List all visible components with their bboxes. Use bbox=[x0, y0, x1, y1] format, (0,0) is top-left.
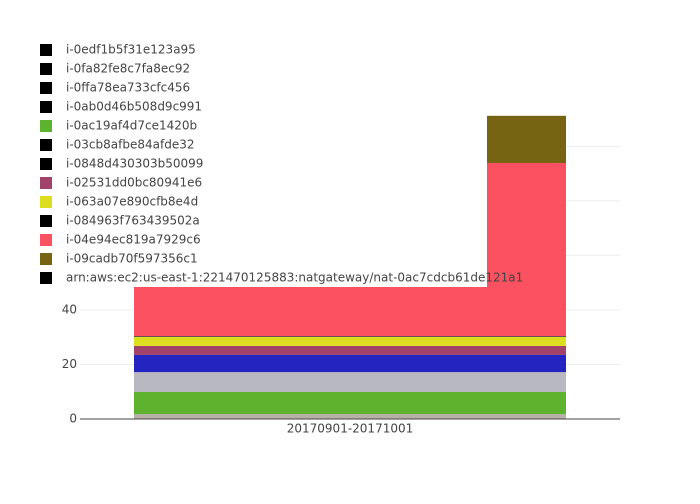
legend-label: i-0ab0d46b508d9c991 bbox=[66, 100, 202, 114]
y-tick-label: 40 bbox=[62, 302, 77, 316]
legend-label: arn:aws:ec2:us-east-1:221470125883:natga… bbox=[66, 271, 523, 285]
legend-label: i-0848d430303b50099 bbox=[66, 157, 203, 171]
x-tick-label: 20170901-20171001 bbox=[287, 422, 414, 436]
bar-segment bbox=[134, 354, 566, 373]
bar-segment bbox=[134, 414, 566, 419]
legend-label: i-02531dd0bc80941e6 bbox=[66, 176, 202, 190]
legend-label: i-09cadb70f597356c1 bbox=[66, 252, 198, 266]
legend-swatch bbox=[40, 63, 52, 75]
legend-label: i-0ac19af4d7ce1420b bbox=[66, 119, 197, 133]
legend-swatch bbox=[40, 101, 52, 113]
legend-swatch bbox=[40, 253, 52, 265]
y-tick-label: 20 bbox=[62, 357, 77, 371]
y-tick-label: 0 bbox=[69, 412, 77, 426]
legend-swatch bbox=[40, 120, 52, 132]
legend-swatch bbox=[40, 215, 52, 227]
bar-segment bbox=[134, 345, 566, 355]
legend-swatch bbox=[40, 234, 52, 246]
bar-segment bbox=[134, 392, 566, 415]
legend-swatch bbox=[40, 272, 52, 284]
legend-label: i-084963f763439502a bbox=[66, 214, 200, 228]
legend-swatch bbox=[40, 82, 52, 94]
legend-swatch bbox=[40, 44, 52, 56]
legend-label: i-03cb8afbe84afde32 bbox=[66, 138, 194, 152]
legend-swatch bbox=[40, 139, 52, 151]
bar-segment bbox=[134, 336, 566, 337]
legend-label: i-063a07e890cfb8e4d bbox=[66, 195, 198, 209]
legend-swatch bbox=[40, 177, 52, 189]
bar-segment bbox=[134, 336, 566, 346]
legend-label: i-0edf1b5f31e123a95 bbox=[66, 43, 196, 57]
legend-label: i-0fa82fe8c7fa8ec92 bbox=[66, 62, 190, 76]
legend-label: i-04e94ec819a7929c6 bbox=[66, 233, 201, 247]
bar-segment bbox=[134, 372, 566, 393]
legend-background bbox=[30, 38, 487, 287]
legend-swatch bbox=[40, 196, 52, 208]
legend-label: i-0ffa78ea733cfc456 bbox=[66, 81, 190, 95]
legend-swatch bbox=[40, 158, 52, 170]
